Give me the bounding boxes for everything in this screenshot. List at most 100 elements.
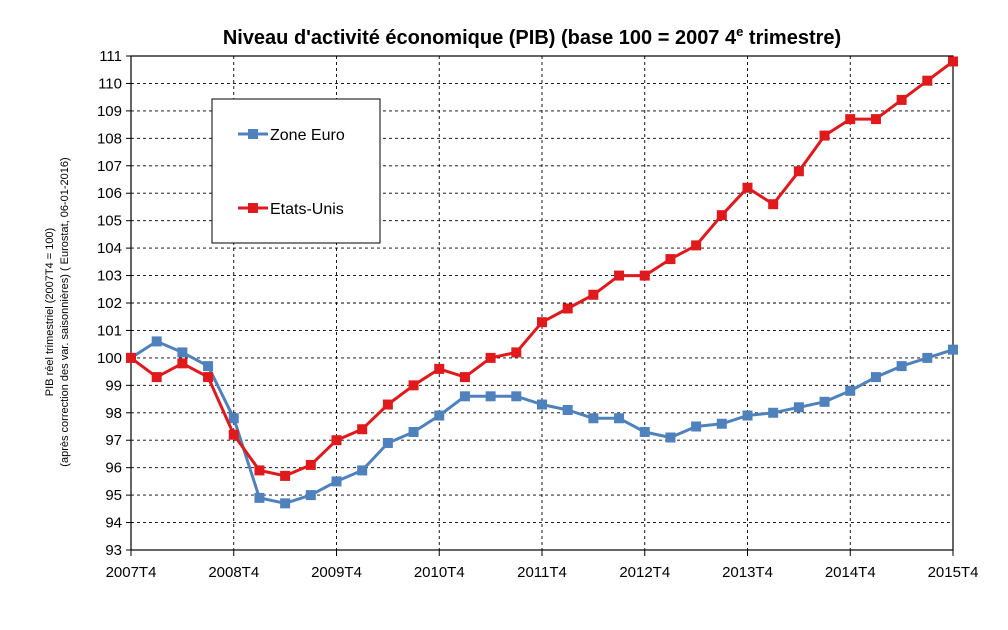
series-0-point	[870, 372, 881, 383]
x-axis: 2007T4 2008T4 2009T4 2010T4 2011T4 2012T4 2013…	[106, 550, 979, 581]
series-1-point	[254, 465, 265, 476]
y-tick-label: 99	[105, 377, 122, 394]
series-1-point	[511, 347, 522, 358]
series-1-point	[922, 75, 933, 86]
y-tick-label: 102	[97, 295, 122, 312]
y-tick-label: 109	[97, 103, 122, 120]
legend-marker-etats-unis	[248, 203, 258, 213]
series-0-point	[459, 391, 470, 402]
y-tick-label: 98	[105, 405, 122, 422]
series-1-point	[408, 380, 419, 391]
series-1-point	[562, 303, 573, 314]
legend-marker-zone-euro	[248, 129, 258, 139]
x-tick-label: 2011T4	[517, 564, 567, 581]
series-0-point	[434, 410, 445, 421]
y-tick-label: 94	[105, 515, 122, 532]
series-1-point	[537, 317, 547, 328]
series-1-point	[177, 358, 188, 369]
series-1-point	[819, 130, 830, 141]
series-0-point	[896, 361, 907, 372]
series-1-point	[485, 352, 496, 363]
y-tick-label: 108	[97, 130, 122, 147]
series-0-point	[691, 421, 702, 432]
series-1-point	[948, 56, 958, 67]
chart-title: Niveau d'activité économique (PIB) (base…	[223, 24, 841, 49]
x-tick-label: 2013T4	[722, 564, 773, 581]
legend-box	[211, 98, 381, 244]
series-0-point	[819, 396, 830, 407]
series-0-point	[948, 344, 958, 355]
x-tick-label: 2015T4	[928, 564, 979, 581]
series-0-point	[357, 465, 368, 476]
series-1-point	[870, 114, 881, 125]
x-tick-label: 2008T4	[208, 564, 259, 581]
chart-title-end: trimestre)	[743, 27, 841, 49]
series-1-point	[331, 435, 342, 446]
series-1-point	[896, 94, 907, 105]
series-1-point	[434, 363, 445, 374]
series-1-point	[639, 270, 650, 281]
series-0-point	[331, 476, 342, 487]
y-tick-label: 101	[97, 322, 122, 339]
y-tick-label: 111	[99, 48, 122, 65]
y-axis-label-line2: (après correction des var. saisonnières)…	[59, 157, 71, 466]
series-0-point	[537, 399, 547, 410]
series-1-point	[459, 372, 470, 383]
legend-label-zone-euro: Zone Euro	[270, 127, 345, 144]
series-layer	[126, 56, 958, 509]
legend: Zone Euro Etats-Unis	[211, 98, 381, 244]
series-1-point	[614, 270, 625, 281]
series-1-point	[126, 352, 136, 363]
series-0-point	[793, 402, 804, 413]
series-1-point	[742, 182, 753, 193]
series-1-point	[588, 289, 599, 300]
series-1-point	[382, 399, 393, 410]
y-tick-label: 106	[97, 185, 122, 202]
series-0-point	[922, 352, 933, 363]
y-tick-label: 96	[105, 460, 122, 477]
series-0-point	[742, 410, 753, 421]
series-1-point	[768, 199, 779, 210]
series-0-point	[639, 426, 650, 437]
y-axis-label-line1: PIB réel trimestriel (2007T4 = 100)	[44, 228, 56, 396]
series-0-point	[614, 413, 625, 424]
y-tick-label: 93	[105, 542, 122, 559]
series-1-point	[203, 372, 214, 383]
series-0-point	[716, 418, 727, 429]
y-tick-label: 110	[98, 75, 122, 92]
x-tick-label: 2010T4	[414, 564, 465, 581]
series-0-point	[665, 432, 676, 443]
series-1-point	[665, 254, 676, 265]
series-0-point	[768, 407, 779, 418]
y-tick-label: 103	[97, 268, 122, 285]
x-tick-label: 2012T4	[619, 564, 670, 581]
y-tick-label: 105	[97, 213, 122, 230]
y-tick-label: 104	[97, 240, 122, 257]
x-tick-label: 2009T4	[311, 564, 362, 581]
series-0-point	[485, 391, 496, 402]
y-tick-label: 95	[105, 487, 122, 504]
series-0-point	[382, 437, 393, 448]
series-1-point	[228, 429, 239, 440]
series-0-point	[305, 490, 316, 501]
series-1-point	[793, 166, 804, 177]
chart-title-main: Niveau d'activité économique (PIB) (base…	[223, 27, 737, 49]
gridlines	[131, 56, 953, 550]
series-0-point	[511, 391, 522, 402]
series-0-point	[408, 426, 419, 437]
series-0-point	[228, 413, 239, 424]
series-0-point	[588, 413, 599, 424]
series-0-point	[151, 336, 162, 347]
series-1-point	[280, 470, 291, 481]
series-1-point	[845, 114, 856, 125]
y-tick-label: 107	[97, 158, 122, 175]
series-0-point	[562, 405, 573, 416]
series-0-point	[177, 347, 188, 358]
series-0-point	[203, 361, 214, 372]
legend-label-etats-unis: Etats-Unis	[270, 201, 344, 218]
series-1-point	[716, 210, 727, 221]
series-1-point	[151, 372, 162, 383]
y-axis: 93 94 95 96 97 98 99 100 101 102 103 104 105 106 107 10…	[97, 48, 131, 559]
x-tick-label: 2014T4	[825, 564, 876, 581]
series-1-point	[305, 459, 316, 470]
